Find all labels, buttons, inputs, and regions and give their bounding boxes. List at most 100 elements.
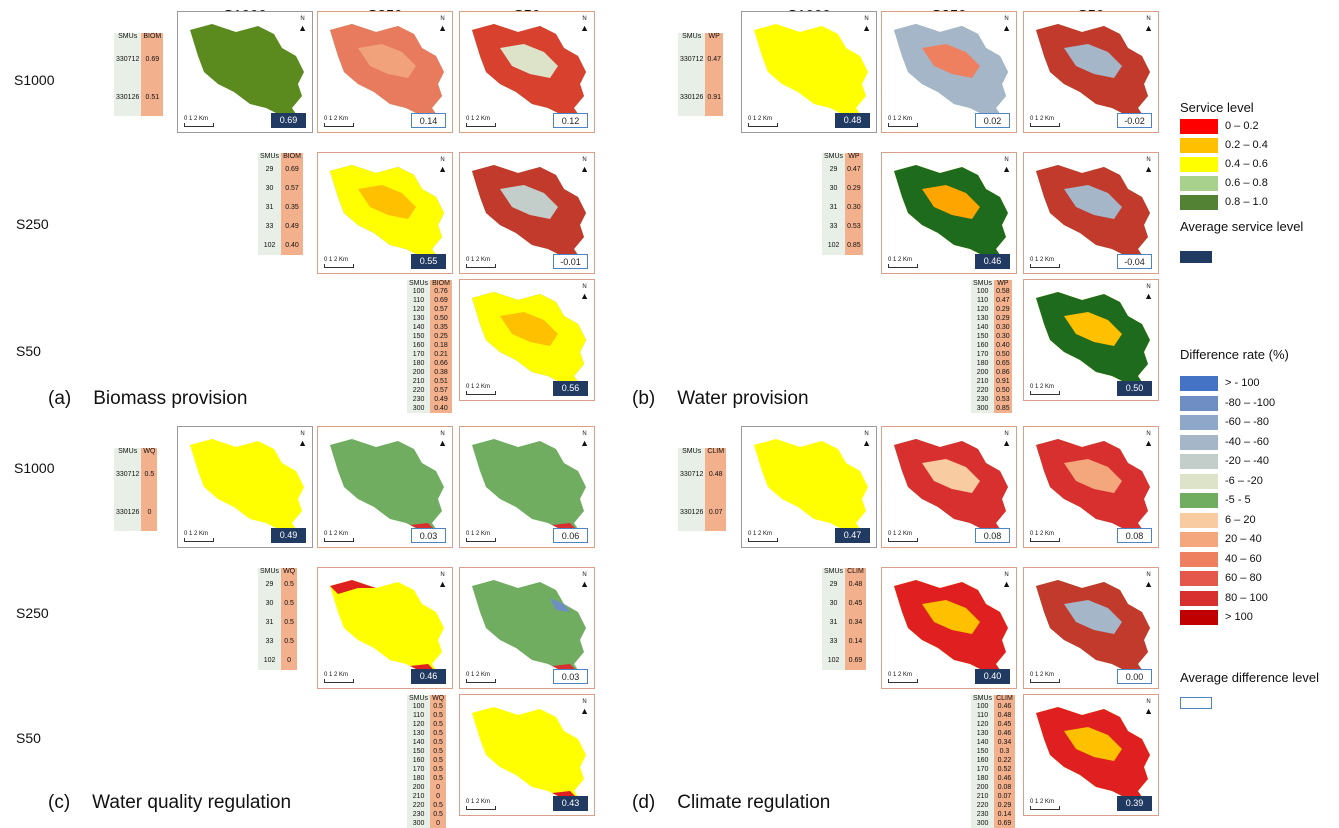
table-row: 200 0	[407, 783, 447, 792]
legend-swatch	[1180, 532, 1218, 547]
map-panel-3-5: N ▲ 0 1 2 Km 0.39	[1023, 694, 1159, 816]
north-arrow-glyph-icon: ▲	[1002, 23, 1011, 33]
table-row: 110 0.47	[971, 296, 1012, 305]
table-row: 180 0.66	[407, 359, 452, 368]
service-value-cell: 0.57	[281, 179, 303, 198]
row-header-s50: S50	[16, 343, 41, 359]
service-value-cell: 0.49	[430, 395, 452, 404]
scale-line	[466, 391, 496, 395]
scale-label: 0 1 2 Km	[748, 531, 773, 537]
north-arrow-glyph-icon: ▲	[1002, 438, 1011, 448]
service-value-cell: 0.5	[141, 455, 158, 493]
watershed-map	[1036, 24, 1150, 120]
smu-id-cell: 150	[407, 332, 431, 341]
scale-label: 0 1 2 Km	[888, 672, 913, 678]
service-value-cell: 0.5	[430, 720, 447, 729]
table-row: 30 0.5	[258, 594, 298, 613]
map-panel-3-4: N ▲ 0 1 2 Km 0.00	[1023, 567, 1159, 689]
service-value-cell: 0.46	[994, 729, 1015, 738]
service-value-cell: 0.29	[845, 179, 863, 198]
scale-line	[324, 123, 354, 127]
smu-id-cell: 170	[971, 350, 995, 359]
service-value-cell: 0.53	[845, 217, 863, 236]
table-row: 160 0.18	[407, 341, 452, 350]
north-arrow-icon: N ▲	[1144, 699, 1153, 716]
service-value-cell: 0.5	[430, 774, 447, 783]
average-difference-value: 0.03	[411, 528, 446, 543]
service-value-cell: 0.5	[430, 711, 447, 720]
map-panel-0-2: N ▲ 0 1 2 Km 0.12	[459, 11, 595, 133]
service-value-cell: 0.91	[705, 78, 723, 116]
smu-id-cell: 33	[258, 217, 282, 236]
map-zone	[1064, 185, 1122, 219]
average-service-value: 0.46	[411, 669, 446, 684]
service-value-cell: 0.21	[430, 350, 452, 359]
smu-id-cell: 180	[407, 774, 431, 783]
service-value-cell: 0.40	[430, 404, 452, 413]
average-difference-level-swatch	[1180, 697, 1212, 709]
service-value-cell: 0.69	[281, 160, 303, 179]
smu-id-cell: 330126	[678, 78, 706, 116]
panel-letter: (b)	[632, 388, 656, 409]
north-label: N	[1146, 157, 1151, 163]
table-row: 170 0.21	[407, 350, 452, 359]
service-value-cell: 0.48	[705, 455, 727, 493]
watershed-map	[894, 165, 1008, 261]
average-difference-value: 0.08	[1117, 528, 1152, 543]
service-value-cell: 0.40	[994, 341, 1012, 350]
panel-title-d: (d) Climate regulation	[632, 792, 830, 814]
north-label: N	[440, 16, 445, 22]
north-label: N	[582, 572, 587, 578]
smus-header: SMUs	[407, 280, 431, 287]
legend-label: 0.2 – 0.4	[1225, 139, 1268, 151]
smu-id-cell: 200	[971, 368, 995, 377]
legend-label: 60 – 80	[1225, 572, 1262, 584]
smu-id-cell: 30	[822, 594, 846, 613]
scale-label: 0 1 2 Km	[466, 672, 491, 678]
table-row: 150 0.30	[971, 332, 1012, 341]
watershed-shape	[190, 24, 304, 120]
scale-bar: 0 1 2 Km	[1030, 257, 1060, 268]
smu-id-cell: 210	[407, 377, 431, 386]
smu-id-cell: 220	[407, 801, 431, 810]
service-value-cell: 0.3	[994, 747, 1015, 756]
table-row: 100 0.46	[971, 702, 1015, 711]
north-label: N	[300, 431, 305, 437]
smu-id-cell: 160	[407, 341, 431, 350]
table-row: 180 0.46	[971, 774, 1015, 783]
map-zone	[922, 185, 980, 219]
north-arrow-icon: N ▲	[1144, 157, 1153, 174]
legend-swatch	[1180, 473, 1218, 489]
scale-label: 0 1 2 Km	[888, 257, 913, 263]
service-value-cell: 0.50	[994, 350, 1012, 359]
service-value-cell: 0.5	[281, 594, 298, 613]
map-zone	[922, 459, 980, 493]
scale-bar: 0 1 2 Km	[466, 257, 496, 268]
north-label: N	[1004, 16, 1009, 22]
table-row: 170 0.52	[971, 765, 1015, 774]
smu-id-cell: 210	[971, 377, 995, 386]
service-value-cell: 0.52	[994, 765, 1015, 774]
scale-label: 0 1 2 Km	[324, 257, 349, 263]
smu-id-cell: 230	[971, 810, 995, 819]
map-panel-1-0: N ▲ 0 1 2 Km 0.48	[741, 11, 877, 133]
north-label: N	[582, 16, 587, 22]
north-arrow-icon: N ▲	[862, 431, 871, 448]
service-value-cell: 0.34	[845, 613, 866, 632]
service-value-cell: 0.5	[281, 632, 298, 651]
smu-id-cell: 120	[407, 305, 431, 314]
north-arrow-icon: N ▲	[438, 431, 447, 448]
table-row: 140 0.5	[407, 738, 447, 747]
table-row: 180 0.65	[971, 359, 1012, 368]
scale-bar: 0 1 2 Km	[888, 116, 918, 127]
table-row: 230 0.49	[407, 395, 452, 404]
scale-bar: 0 1 2 Km	[466, 116, 496, 127]
map-panel-2-1: N ▲ 0 1 2 Km 0.03	[317, 426, 453, 548]
table-row: 100 0.5	[407, 702, 447, 711]
service-value-cell: 0.5	[281, 613, 298, 632]
scale-bar: 0 1 2 Km	[748, 531, 778, 542]
average-difference-value: -0.02	[1117, 113, 1152, 128]
scale-bar: 0 1 2 Km	[324, 257, 354, 268]
panel-title-text: Water quality regulation	[92, 792, 292, 813]
scale-bar: 0 1 2 Km	[1030, 384, 1060, 395]
